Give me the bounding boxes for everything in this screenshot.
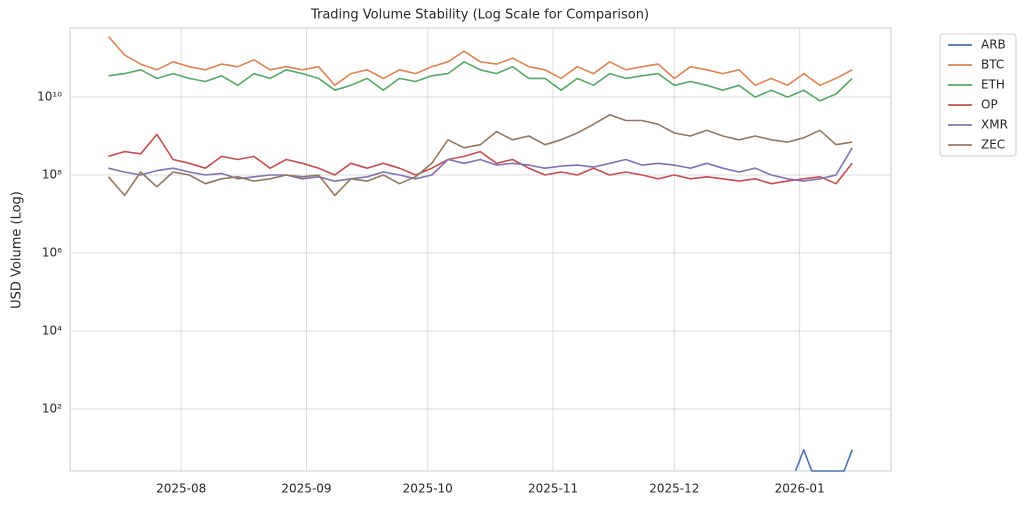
x-tick-label: 2025-09	[281, 482, 331, 496]
chart-title: Trading Volume Stability (Log Scale for …	[310, 8, 649, 23]
y-tick-label: 10⁸	[42, 168, 62, 182]
series-line	[107, 35, 853, 87]
y-axis-label: USD Volume (Log)	[10, 191, 25, 309]
lines	[107, 35, 853, 472]
grid	[70, 28, 891, 471]
series-line	[794, 449, 853, 472]
series-line	[107, 114, 853, 197]
legend-label: OP	[981, 98, 998, 112]
x-tick-label: 2026-01	[775, 482, 825, 496]
x-tick-label: 2025-08	[156, 482, 206, 496]
plot-area	[69, 27, 892, 472]
legend-label: ARB	[981, 38, 1006, 52]
x-tick-label: 2025-11	[528, 482, 578, 496]
series-line	[108, 133, 853, 185]
y-tick-label: 10⁶	[42, 246, 62, 260]
legend-label: BTC	[981, 58, 1004, 72]
series-line	[108, 61, 853, 102]
legend-label: ZEC	[981, 138, 1005, 152]
legend-label: ETH	[981, 78, 1005, 92]
x-tick-label: 2025-10	[403, 482, 453, 496]
y-tick-label: 10²	[42, 401, 62, 415]
y-tick-label: 10¹⁰	[37, 90, 62, 104]
y-tick-label: 10⁴	[42, 324, 62, 338]
x-tick-label: 2025-12	[649, 482, 699, 496]
legend-label: XMR	[981, 118, 1008, 132]
